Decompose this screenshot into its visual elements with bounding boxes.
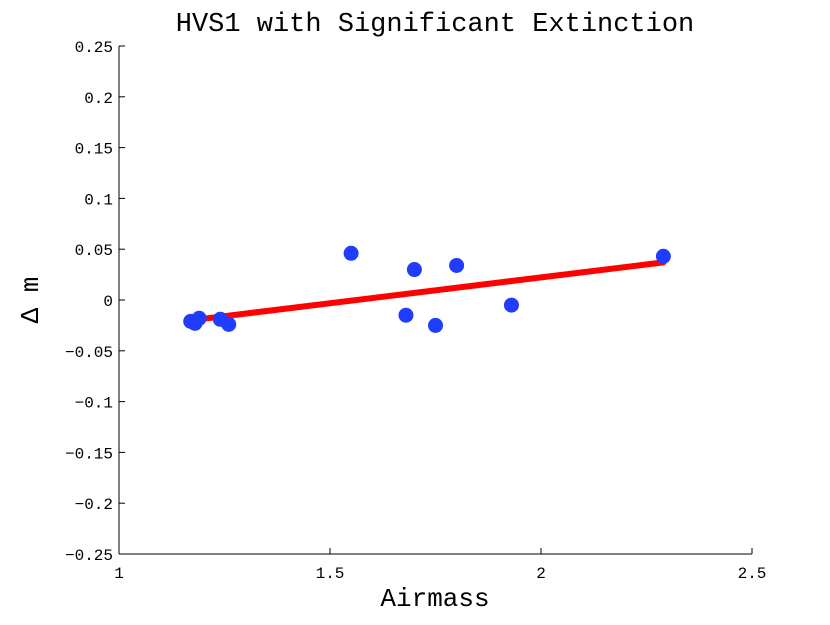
x-tick-label: 1.5 <box>316 565 345 583</box>
y-tick-label: 0.05 <box>75 242 113 260</box>
y-tick-label: 0 <box>103 293 113 311</box>
axes: 0.25 0.2 0.15 0.1 0.05 0 −0.05 −0.1 −0.15 −0.2 −0.… <box>65 39 766 583</box>
y-tick-label: −0.15 <box>65 445 113 463</box>
data-point <box>449 257 465 273</box>
y-tick-label: 0.25 <box>75 39 113 57</box>
data-point <box>503 297 519 313</box>
y-tick-label: 0.1 <box>84 191 113 209</box>
data-point <box>406 262 422 278</box>
data-point <box>343 245 359 261</box>
data-point <box>655 248 671 264</box>
x-tick-label: 2 <box>536 565 546 583</box>
chart-title: HVS1 with Significant Extinction <box>176 10 694 40</box>
y-axis-label: Δ m <box>16 277 46 324</box>
x-tick-label: 2.5 <box>738 565 767 583</box>
y-tick-label: −0.25 <box>65 547 113 565</box>
x-axis-label: Airmass <box>380 584 489 614</box>
data-point <box>428 317 443 333</box>
y-tick-label: −0.05 <box>65 344 113 362</box>
data-point <box>191 310 207 326</box>
y-tick-label: 0.2 <box>84 90 113 108</box>
data-point <box>398 307 414 323</box>
y-tick-label: −0.2 <box>75 496 113 514</box>
data-points <box>183 245 671 333</box>
data-point <box>221 316 237 332</box>
x-tick-label: 1 <box>114 565 124 583</box>
fit-line-group <box>187 259 667 324</box>
y-tick-label: 0.15 <box>75 141 113 159</box>
fit-line <box>187 259 667 324</box>
y-tick-label: −0.1 <box>75 395 113 413</box>
